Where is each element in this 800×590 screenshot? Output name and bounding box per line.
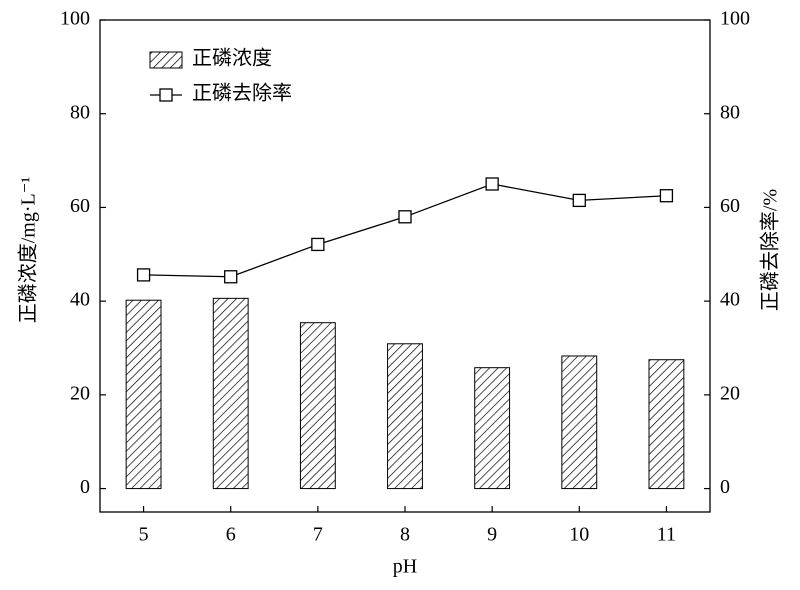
line-marker: [224, 270, 238, 284]
y2-tick-label: 80: [720, 101, 740, 123]
y2-axis-label: 正磷去除率/%: [759, 189, 782, 311]
bar: [474, 367, 511, 490]
legend-swatch: [149, 51, 183, 69]
legend-label: 正磷去除率: [192, 82, 292, 105]
y-tick-label: 60: [70, 195, 90, 217]
y-tick-label: 0: [80, 476, 90, 498]
line-marker: [311, 237, 325, 252]
x-tick-label: 9: [487, 524, 497, 546]
y2-tick-label: 100: [720, 8, 750, 30]
y2-tick-label: 20: [720, 382, 740, 404]
bar: [125, 299, 162, 490]
bar: [212, 297, 249, 490]
x-tick-label: 6: [226, 524, 236, 546]
y-axis-label: 正磷浓度/mg·L⁻¹: [17, 177, 40, 324]
bar: [648, 359, 685, 490]
line-marker: [398, 210, 412, 224]
y2-tick-label: 0: [720, 476, 730, 498]
x-axis-label: pH: [393, 556, 417, 578]
bar: [299, 322, 336, 490]
x-tick-label: 11: [657, 524, 676, 546]
x-tick-label: 10: [569, 524, 589, 546]
x-tick-label: 7: [313, 524, 323, 546]
line-marker: [136, 268, 151, 282]
line-marker: [485, 177, 499, 191]
line-marker: [572, 193, 586, 208]
y2-tick-label: 40: [720, 289, 740, 311]
y-tick-label: 80: [70, 101, 90, 123]
y2-tick-label: 60: [720, 195, 740, 217]
bar: [561, 355, 598, 490]
line: [143, 183, 667, 278]
line-marker: [659, 189, 674, 203]
bar: [387, 343, 423, 490]
legend-label: 正磷浓度: [192, 47, 272, 70]
y-tick-label: 20: [70, 382, 90, 404]
x-tick-label: 5: [139, 524, 149, 546]
y-tick-label: 40: [70, 289, 90, 311]
x-tick-label: 8: [400, 524, 410, 546]
legend-swatch: [159, 88, 173, 102]
y-tick-label: 100: [60, 8, 90, 30]
